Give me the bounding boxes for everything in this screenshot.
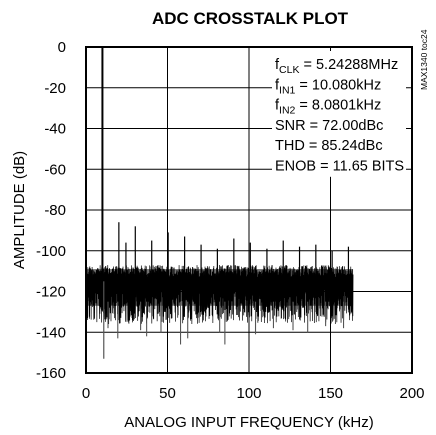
annotation-main: f: [275, 98, 280, 114]
annotation-line: fIN2 = 8.0801kHz: [275, 98, 381, 117]
annotation-main: f: [275, 77, 280, 93]
x-tick-label: 200: [399, 385, 424, 402]
x-tick-label: 100: [236, 385, 261, 402]
annotation-subscript: IN2: [279, 105, 296, 117]
annotation-subscript: CLK: [279, 64, 299, 76]
annotation-line: THD = 85.24dBc: [275, 138, 383, 154]
y-tick-label: -40: [44, 121, 66, 138]
annotation-backdrop: [272, 51, 406, 177]
y-tick-label: -80: [44, 202, 66, 219]
x-tick-label: 0: [82, 385, 90, 402]
data-layer: [85, 47, 354, 359]
y-axis-label: AMPLITUDE (dB): [11, 151, 28, 269]
x-axis-label: ANALOG INPUT FREQUENCY (kHz): [124, 414, 373, 431]
annotation-line: fIN1 = 10.080kHz: [275, 77, 381, 96]
spectrum-noise-band: [86, 269, 354, 306]
annotation-rest: = 8.0801kHz: [295, 98, 381, 114]
annotation-line: ENOB = 11.65 BITS: [275, 159, 404, 175]
chart-title: ADC CROSSTALK PLOT: [152, 9, 349, 28]
y-tick-label: -20: [44, 80, 66, 97]
x-tick-label: 150: [318, 385, 343, 402]
tick-layer: 0 50 100 150 200 0 -20 -40 -60 -80 -100 -120 -140 -16…: [36, 39, 425, 402]
y-tick-label: -140: [36, 324, 66, 341]
y-tick-label: -100: [36, 243, 66, 260]
plot-frame: [85, 46, 413, 374]
annotation-rest: = 10.080kHz: [295, 77, 381, 93]
annotation-line: SNR = 72.00dBc: [275, 118, 383, 134]
annotation-main: ENOB = 11.65 BITS: [275, 159, 404, 175]
annotation-main: THD = 85.24dBc: [275, 138, 383, 154]
annotation-rest: = 5.24288MHz: [299, 57, 398, 73]
x-tick-label: 50: [159, 385, 176, 402]
annotation-subscript: IN1: [279, 84, 296, 96]
figure-id-label: MAX1340 toc24: [419, 29, 429, 90]
annotation-line: fCLK = 5.24288MHz: [275, 57, 398, 76]
annotation-main: f: [275, 57, 280, 73]
y-tick-label: -160: [36, 365, 66, 382]
y-tick-label: -120: [36, 284, 66, 301]
y-tick-label: -60: [44, 161, 66, 178]
annotation-main: SNR = 72.00dBc: [275, 118, 383, 134]
y-tick-label: 0: [58, 39, 66, 56]
